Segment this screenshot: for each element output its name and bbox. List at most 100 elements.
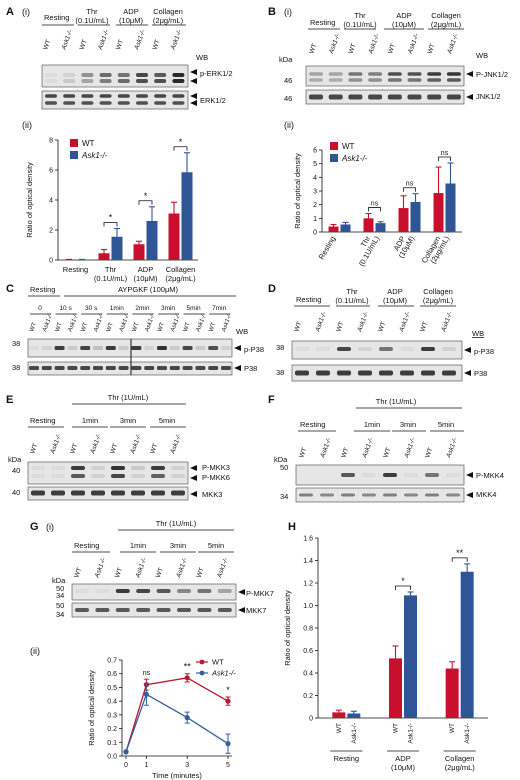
blot-band <box>425 493 439 497</box>
lane-label-ko: Ask1-/- <box>445 436 459 459</box>
blot-band <box>136 608 151 612</box>
a-band-perk: p-ERK1/2 <box>200 69 233 78</box>
bar-lane-label: Ask1-/- <box>408 723 415 744</box>
f-group-5min: 5min <box>438 420 454 429</box>
blot-band <box>154 73 167 77</box>
significance-bracket <box>368 207 381 212</box>
bar-wt <box>63 259 75 261</box>
blot-band <box>117 73 130 77</box>
e-blot-pmkk <box>27 461 189 485</box>
blot-band <box>407 78 422 82</box>
bar-lane-label: WT <box>393 723 400 733</box>
panel-c: C Resting AYPGKF (100μM) 0 10 s 30 s 1min 2m… <box>6 283 264 376</box>
lane-label-ko: Ask1-/- <box>67 313 79 334</box>
y-tick-label: 8 <box>49 138 53 145</box>
arrow-mkk3 <box>190 491 197 497</box>
lane-label-wt: WT <box>132 322 141 333</box>
lane-label-ko: Ask1-/- <box>49 432 63 455</box>
blot-band <box>154 79 167 83</box>
f-mw-2: 34 <box>280 492 288 501</box>
significance-mark: * <box>401 576 405 586</box>
lane-label-ko: Ask1-/- <box>42 313 54 334</box>
blot-band <box>67 366 78 370</box>
c-mw-2: 38 <box>12 363 20 372</box>
blot-band <box>156 589 171 593</box>
b-bands <box>309 71 473 100</box>
blot-band <box>51 474 65 478</box>
c-treatment: AYPGKF (100μM) <box>118 285 179 294</box>
y-tick-label: 1.4 <box>303 558 313 565</box>
lane-label-ko: Ask1-/- <box>170 313 182 334</box>
point-wt <box>225 698 231 704</box>
g-group-1min: 1min <box>130 541 146 550</box>
blot-band <box>115 608 130 612</box>
y-tick-label: 0.8 <box>303 626 313 633</box>
blot-band <box>407 72 422 76</box>
blot-band <box>95 608 110 612</box>
a-group-resting: Resting <box>44 13 69 22</box>
y-tick-label: 4 <box>49 198 53 205</box>
blot-band <box>442 347 456 351</box>
lane-label-wt: WT <box>109 443 119 455</box>
a-group-thr-dose: (0.1U/mL) <box>75 16 109 25</box>
time-label: 30 s <box>85 305 98 312</box>
blot-band <box>67 346 78 350</box>
g-band-mkk7: MKK7 <box>246 606 266 615</box>
blot-band <box>131 366 142 370</box>
bar-wt <box>133 244 145 260</box>
category-label: Resting <box>317 235 338 262</box>
blot-band <box>99 94 112 98</box>
x-tick-label: 0 <box>124 762 128 769</box>
category-label: (10μM) <box>391 763 415 772</box>
d-band-pp38: p-P38 <box>474 347 494 356</box>
y-tick-label: 0.0 <box>107 754 117 761</box>
bar-lane-label: WT <box>449 723 456 733</box>
b-group-adp-dose: (10μM) <box>392 20 416 29</box>
blot-band <box>172 101 185 105</box>
category-label: Thr <box>105 265 117 274</box>
blot-band <box>320 493 334 497</box>
significance-bracket <box>138 200 153 205</box>
blot-band <box>136 94 148 98</box>
blot-band <box>379 370 393 376</box>
time-label: 2min <box>135 305 149 312</box>
bar-ko <box>404 595 417 718</box>
lane-label-wt: WT <box>149 443 159 455</box>
b-group-thr-dose: (0.1U/mL) <box>343 20 377 29</box>
blot-band <box>80 346 91 350</box>
blot-band <box>29 346 39 350</box>
bar-ko <box>181 172 193 260</box>
blot-band <box>45 79 57 83</box>
significance-mark: ** <box>184 662 192 672</box>
blot-band <box>328 94 343 100</box>
b-group-collagen-dose: (2μg/mL) <box>431 20 462 29</box>
e-band-mkk3: MKK3 <box>202 490 222 499</box>
c-bands <box>29 345 241 371</box>
category-label: Collagen <box>445 754 475 763</box>
arrow-erk-1 <box>190 93 197 99</box>
arrow-pmkk7 <box>238 589 245 595</box>
blot-band <box>105 366 116 370</box>
blot-band <box>383 493 397 497</box>
blot-band <box>217 608 232 612</box>
blot-band <box>41 346 52 350</box>
blot-band <box>63 94 76 98</box>
category-label: ADP <box>395 754 410 763</box>
f-band-mkk4: MKK4 <box>476 490 496 499</box>
blot-band <box>177 608 191 612</box>
blot-band <box>63 73 76 77</box>
lane-label-wt: WT <box>79 39 89 51</box>
y-tick-label: 6 <box>49 168 53 175</box>
blot-band <box>421 347 435 351</box>
chart-b-ii: 0 1 2 3 4 5 6 Ratio of optical density Resting ns… <box>293 142 462 268</box>
blot-band <box>91 466 105 470</box>
a-wb-label: WB <box>196 53 208 62</box>
lane-label-wt: WT <box>155 567 165 579</box>
bar-lane-label: Ask1-/- <box>464 723 471 744</box>
blot-band <box>136 101 148 105</box>
b-mw-1: 46 <box>284 76 292 85</box>
arrow-pjnk <box>466 71 473 77</box>
d-bands <box>295 347 471 376</box>
blot-band <box>29 366 39 370</box>
